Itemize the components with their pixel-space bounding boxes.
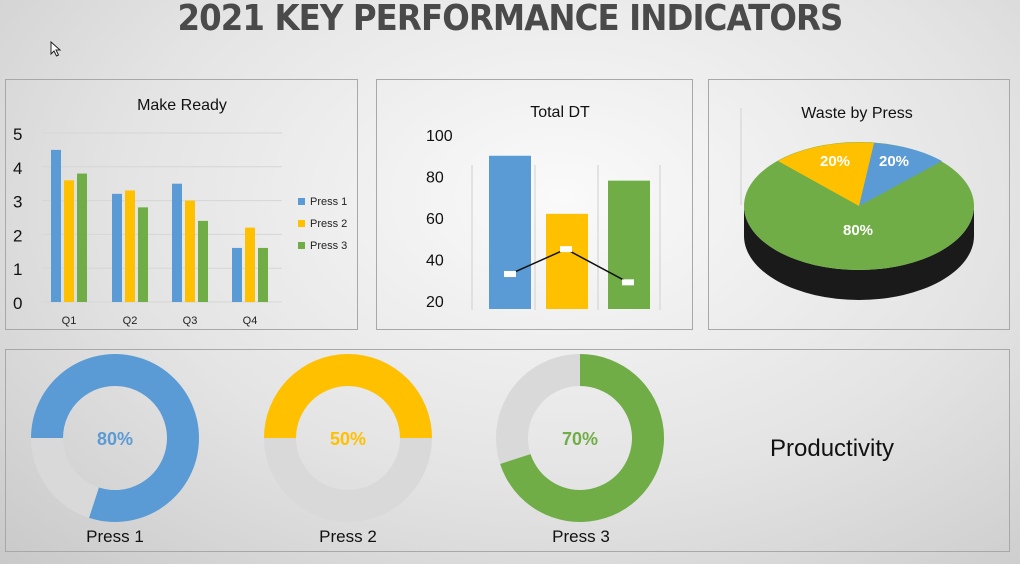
total-dt-ytick: 40 [426, 253, 444, 270]
make-ready-legend-swatch-3 [298, 242, 305, 249]
make-ready-ytick: 5 [13, 125, 22, 144]
gauge-fill-press-1 [31, 353, 199, 523]
make-ready-title: Make Ready [137, 97, 227, 114]
make-ready-panel [5, 79, 358, 330]
make-ready-xtick: Q1 [62, 315, 77, 327]
make-ready-bar-q2-press-2 [125, 190, 135, 302]
make-ready-ytick: 1 [13, 260, 22, 279]
waste-label-press-3: 80% [843, 222, 873, 239]
total-dt-line-marker-3 [622, 279, 634, 286]
waste-label-press-1: 20% [879, 153, 909, 170]
total-dt-ytick: 20 [426, 294, 444, 311]
total-dt-line-marker-2 [560, 246, 572, 253]
waste-by-press-panel [708, 79, 1010, 330]
make-ready-bar-q1-press-2 [64, 180, 74, 302]
make-ready-bar-q2-press-1 [112, 193, 122, 302]
mouse-cursor-icon [50, 40, 62, 57]
gauge-label-press-2: Press 2 [319, 527, 377, 546]
total-dt-ytick: 60 [426, 211, 444, 228]
gauge-label-press-1: Press 1 [86, 527, 144, 546]
make-ready-bar-q3-press-1 [172, 183, 182, 302]
make-ready-ytick: 2 [13, 226, 22, 245]
make-ready-bar-q4-press-2 [245, 227, 255, 302]
gauge-fill-press-2 [264, 354, 432, 438]
make-ready-legend-swatch-1 [298, 198, 305, 205]
total-dt-bar-press-2 [546, 213, 588, 309]
make-ready-legend-label: Press 2 [310, 218, 347, 230]
make-ready-ytick: 0 [13, 294, 22, 313]
waste-label-press-2: 20% [820, 153, 850, 170]
total-dt-panel [376, 79, 693, 330]
make-ready-bar-q4-press-1 [232, 247, 242, 302]
total-dt-ytick: 80 [426, 170, 444, 187]
productivity-panel [5, 349, 1010, 552]
make-ready-bar-q2-press-3 [138, 207, 148, 302]
gauge-value-press-1: 80% [97, 429, 133, 449]
gauge-label-press-3: Press 3 [552, 527, 610, 546]
total-dt-bar-press-3 [608, 180, 650, 309]
gauge-value-press-2: 50% [330, 429, 366, 449]
waste-slice-press-2 [778, 142, 874, 206]
gauge-fill-press-3 [500, 354, 665, 523]
make-ready-bar-q1-press-1 [51, 149, 61, 302]
total-dt-ytick: 100 [426, 128, 453, 145]
make-ready-xtick: Q2 [123, 315, 138, 327]
make-ready-bar-q3-press-3 [198, 220, 208, 302]
dashboard-title: 2021 KEY PERFORMANCE INDICATORS [177, 0, 843, 39]
make-ready-xtick: Q4 [243, 315, 258, 327]
make-ready-xtick: Q3 [183, 315, 198, 327]
make-ready-bar-q3-press-2 [185, 200, 195, 302]
make-ready-legend-swatch-2 [298, 220, 305, 227]
make-ready-bar-q1-press-3 [77, 173, 87, 302]
total-dt-bar-press-1 [489, 155, 531, 309]
total-dt-title: Total DT [530, 104, 590, 121]
waste-title: Waste by Press [801, 105, 912, 122]
gauge-value-press-3: 70% [562, 429, 598, 449]
make-ready-bar-q4-press-3 [258, 247, 268, 302]
make-ready-legend-label: Press 1 [310, 196, 347, 208]
make-ready-legend-label: Press 3 [310, 240, 347, 252]
total-dt-line-marker-1 [504, 271, 516, 278]
make-ready-ytick: 3 [13, 193, 22, 212]
productivity-title: Productivity [770, 435, 895, 462]
waste-pie-side [744, 206, 974, 300]
make-ready-ytick: 4 [13, 159, 22, 178]
waste-slice-press-1 [859, 143, 942, 206]
